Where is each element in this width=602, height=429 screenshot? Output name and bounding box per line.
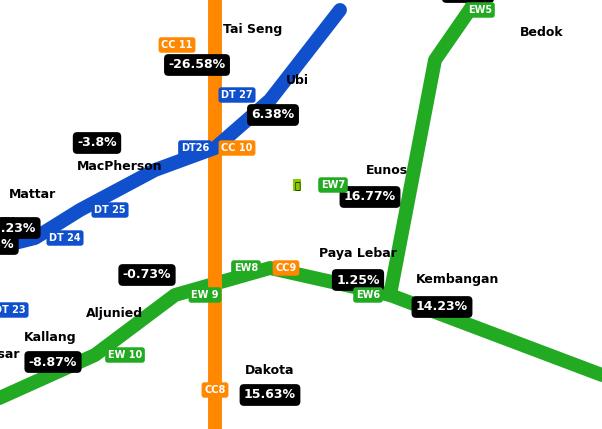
Text: 15.63%: 15.63%: [244, 389, 296, 402]
Text: CC8: CC8: [204, 385, 226, 395]
Text: Ubi: Ubi: [285, 73, 308, 87]
Text: Eunos: Eunos: [366, 163, 408, 176]
Text: DT 23: DT 23: [0, 305, 26, 315]
Text: -26.58%: -26.58%: [169, 58, 226, 72]
Text: 6.38%: 6.38%: [252, 109, 294, 121]
Text: Mattar: Mattar: [8, 188, 55, 202]
Text: 1.25%: 1.25%: [337, 274, 380, 287]
Text: EW 10: EW 10: [108, 350, 142, 360]
Text: 16.77%: 16.77%: [344, 190, 396, 203]
Text: Bedok: Bedok: [520, 25, 564, 39]
Text: 14.23%: 14.23%: [416, 300, 468, 314]
Text: EW 9: EW 9: [191, 290, 219, 300]
Text: EW7: EW7: [321, 180, 345, 190]
Text: ahru: ahru: [0, 214, 16, 227]
Text: -8.87%: -8.87%: [29, 356, 77, 369]
Text: MacPherson: MacPherson: [77, 160, 163, 172]
Text: -3.8%: -3.8%: [77, 136, 117, 149]
Text: -0.73%: -0.73%: [123, 269, 171, 281]
Text: Kembangan: Kembangan: [417, 274, 500, 287]
Text: DT26: DT26: [181, 143, 209, 153]
Text: CC 11: CC 11: [161, 40, 193, 50]
Text: DT 27: DT 27: [221, 90, 253, 100]
Text: DT 24: DT 24: [49, 233, 81, 243]
Text: EW8: EW8: [234, 263, 258, 273]
Text: EW6: EW6: [356, 290, 380, 300]
Text: esar: esar: [0, 348, 20, 362]
Text: -3.23%: -3.23%: [0, 221, 36, 235]
Text: 🚌: 🚌: [294, 180, 300, 190]
Text: Dakota: Dakota: [245, 363, 295, 377]
Text: Aljunied: Aljunied: [87, 306, 143, 320]
Text: Paya Lebar: Paya Lebar: [319, 247, 397, 260]
Text: Kallang: Kallang: [23, 330, 76, 344]
Text: CC 10: CC 10: [222, 143, 253, 153]
Text: EW5: EW5: [468, 5, 492, 15]
Text: CC9: CC9: [275, 263, 297, 273]
Text: .73%: .73%: [0, 238, 14, 251]
Text: Tai Seng: Tai Seng: [223, 24, 282, 36]
Text: DT 25: DT 25: [94, 205, 126, 215]
